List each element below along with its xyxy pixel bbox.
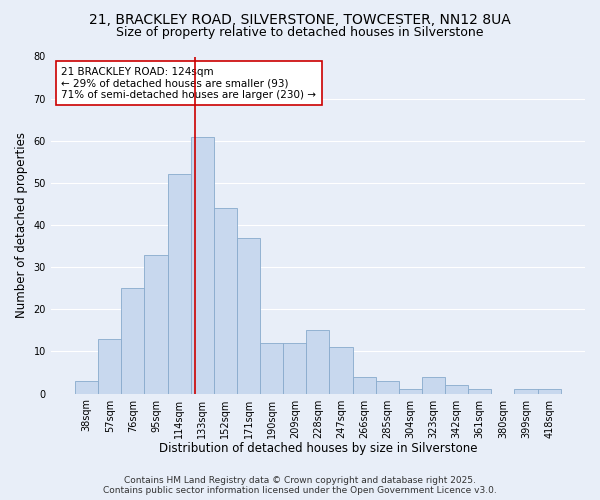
Bar <box>283 343 307 394</box>
Bar <box>538 390 561 394</box>
X-axis label: Distribution of detached houses by size in Silverstone: Distribution of detached houses by size … <box>158 442 477 455</box>
Bar <box>237 238 260 394</box>
Bar <box>399 390 422 394</box>
Bar <box>167 174 191 394</box>
Bar <box>329 347 353 394</box>
Bar <box>75 381 98 394</box>
Bar <box>376 381 399 394</box>
Bar <box>145 254 167 394</box>
Text: 21 BRACKLEY ROAD: 124sqm
← 29% of detached houses are smaller (93)
71% of semi-d: 21 BRACKLEY ROAD: 124sqm ← 29% of detach… <box>61 66 316 100</box>
Text: 21, BRACKLEY ROAD, SILVERSTONE, TOWCESTER, NN12 8UA: 21, BRACKLEY ROAD, SILVERSTONE, TOWCESTE… <box>89 12 511 26</box>
Text: Contains HM Land Registry data © Crown copyright and database right 2025.
Contai: Contains HM Land Registry data © Crown c… <box>103 476 497 495</box>
Bar <box>307 330 329 394</box>
Y-axis label: Number of detached properties: Number of detached properties <box>15 132 28 318</box>
Bar <box>98 339 121 394</box>
Bar <box>353 376 376 394</box>
Text: Size of property relative to detached houses in Silverstone: Size of property relative to detached ho… <box>116 26 484 39</box>
Bar <box>422 376 445 394</box>
Bar <box>514 390 538 394</box>
Bar <box>445 385 468 394</box>
Bar <box>468 390 491 394</box>
Bar <box>260 343 283 394</box>
Bar <box>214 208 237 394</box>
Bar <box>191 136 214 394</box>
Bar <box>121 288 145 394</box>
